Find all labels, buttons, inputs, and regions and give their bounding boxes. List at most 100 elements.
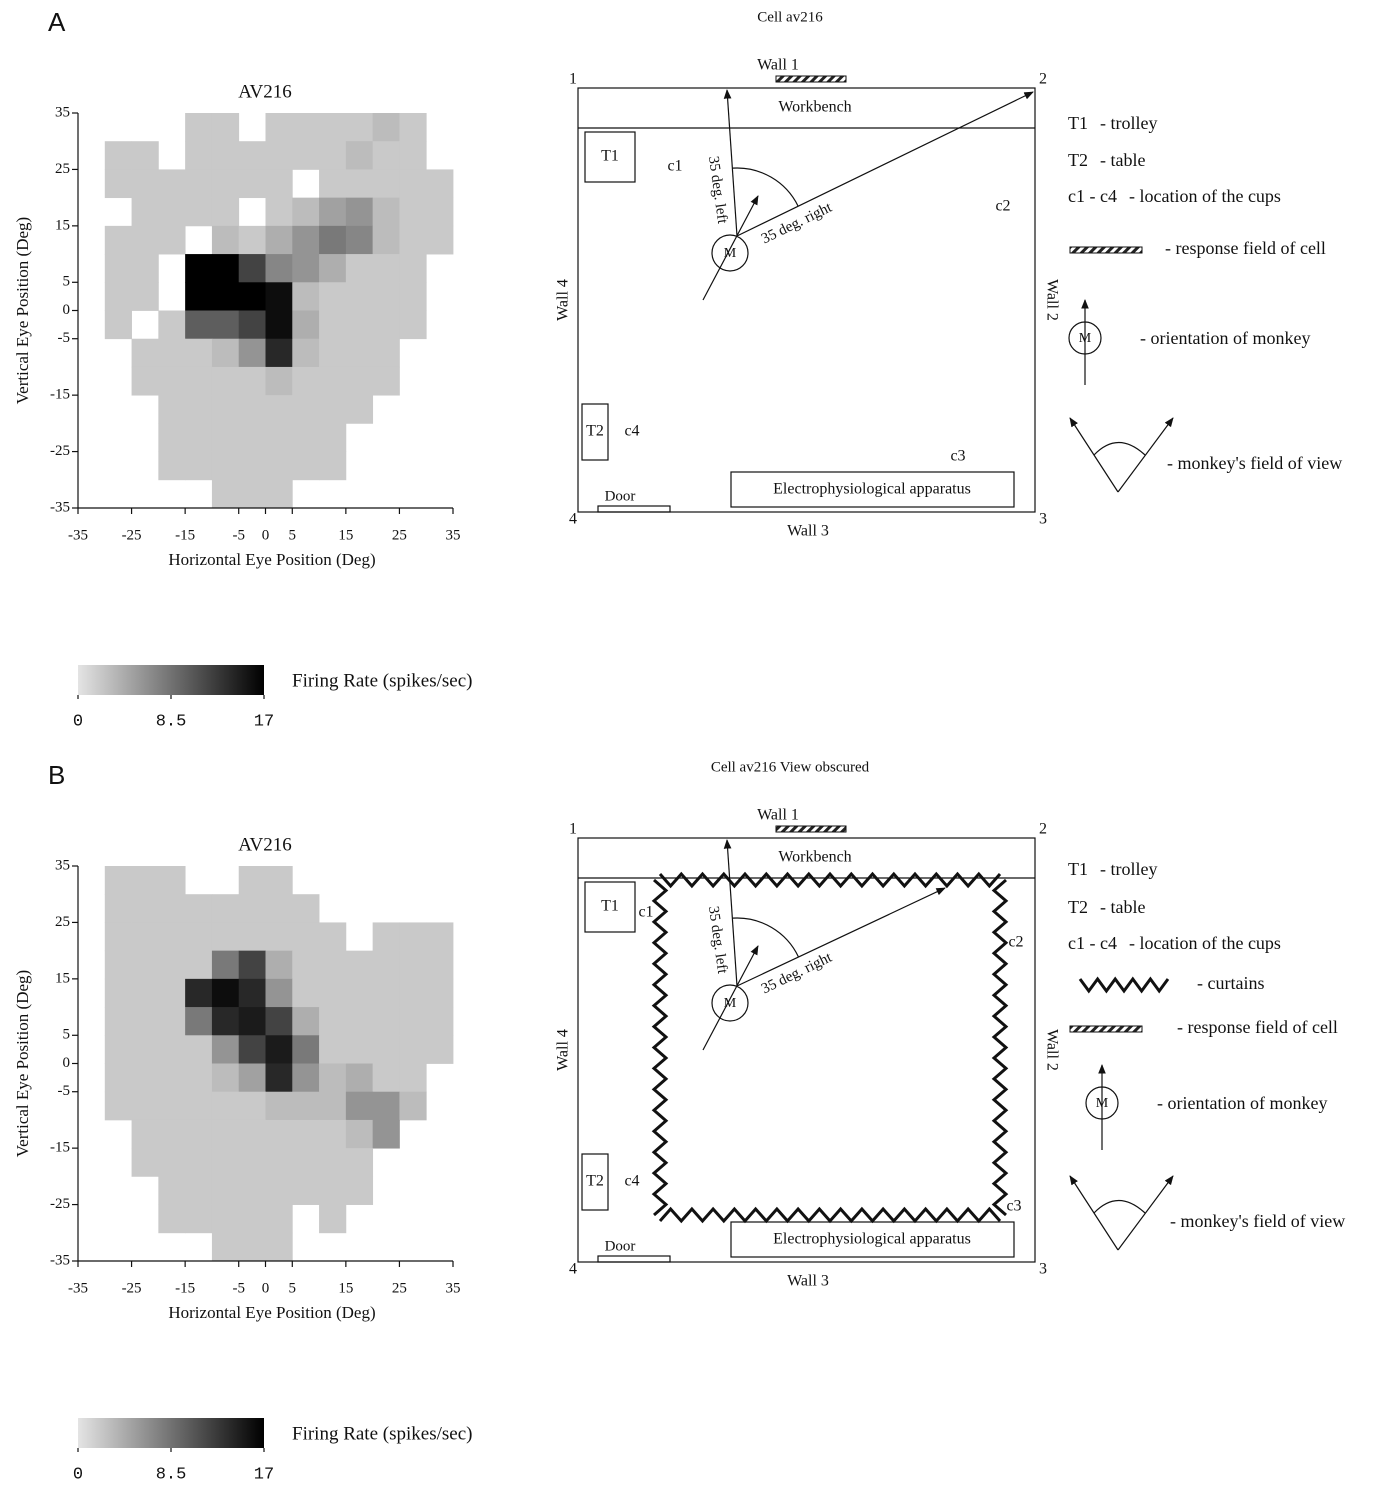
legend-text: - response field of cell	[1177, 1017, 1338, 1037]
colorbar-tick-label: 17	[254, 712, 274, 731]
heat-cell	[158, 366, 186, 396]
heat-cell	[104, 254, 132, 283]
heat-cell	[372, 141, 400, 170]
view-arc	[732, 917, 800, 958]
legend-symbol: T1	[1068, 859, 1088, 879]
heat-cell	[426, 197, 454, 227]
heat-cell	[399, 1063, 427, 1093]
legend-monkey	[1085, 1086, 1119, 1120]
y-tick-label: 5	[63, 274, 71, 290]
heat-cell	[131, 922, 159, 952]
colorbar-label: Firing Rate (spikes/sec)	[292, 1423, 472, 1444]
heat-cell	[319, 1176, 347, 1205]
heat-cell	[211, 113, 240, 142]
heat-cell	[158, 1091, 186, 1121]
legend-text: - response field of cell	[1165, 238, 1326, 258]
heat-cell	[292, 254, 320, 283]
heat-cell	[104, 950, 132, 980]
heat-cell	[319, 254, 347, 283]
heat-cell	[292, 395, 320, 424]
heat-cell	[265, 282, 293, 311]
heat-cell	[426, 1007, 454, 1036]
cup-label: c1	[667, 158, 682, 175]
heat-cell	[211, 366, 240, 396]
heat-cell	[104, 225, 132, 255]
heat-cell	[211, 1035, 240, 1064]
heat-cell	[211, 282, 240, 311]
curtain	[658, 1206, 1002, 1224]
heat-cell	[319, 1007, 347, 1036]
heading-arrow	[702, 195, 759, 301]
heat-cell	[292, 338, 320, 368]
heat-cell	[399, 197, 427, 227]
heat-cell	[372, 1007, 400, 1036]
heat-cell	[238, 338, 266, 368]
heat-cell	[158, 922, 186, 952]
heat-cell	[265, 894, 293, 923]
workbench-label: Workbench	[778, 99, 851, 116]
curtain	[651, 878, 669, 1217]
legend-monkey-label: M	[1096, 1096, 1109, 1111]
legend-bar	[1069, 246, 1143, 254]
heat-cell	[238, 479, 266, 509]
y-tick-label: 25	[55, 161, 70, 177]
heat-cell	[104, 141, 132, 170]
heat-cell	[345, 366, 374, 396]
heat-cell	[158, 1204, 186, 1234]
response-field	[775, 825, 847, 833]
legend-monkey	[1068, 321, 1102, 355]
heat-cell	[426, 169, 454, 199]
heat-cell	[399, 141, 427, 170]
y-tick-label: -35	[50, 499, 70, 515]
legend-text: - table	[1100, 897, 1145, 917]
heat-cell	[211, 395, 240, 424]
heat-cell	[185, 141, 213, 170]
legend-entry: c1 - c4 - location of the cups	[1068, 933, 1281, 953]
y-tick-label: 0	[63, 1055, 71, 1071]
trolley	[584, 131, 636, 183]
colorbar-tick-label: 0	[73, 712, 83, 731]
colorbar-tick-label: 8.5	[156, 712, 187, 731]
heat-cell	[238, 169, 266, 199]
x-tick-label: -25	[122, 527, 142, 543]
monkey-label: M	[724, 996, 737, 1011]
heat-cell	[319, 169, 347, 199]
heat-cell	[265, 254, 293, 283]
heat-cell	[158, 1063, 186, 1093]
heat-cell	[399, 310, 427, 340]
x-axis-label: Horizontal Eye Position (Deg)	[168, 550, 375, 569]
heat-cell	[158, 225, 186, 255]
heat-cell	[265, 1007, 293, 1036]
heat-cell	[292, 894, 320, 923]
cup-label: c4	[624, 423, 639, 440]
heat-cell	[238, 1204, 266, 1234]
legend-symbol: c1 - c4	[1068, 186, 1117, 206]
heat-cell	[265, 1176, 293, 1205]
heat-cell	[345, 254, 374, 283]
heat-cell	[158, 310, 186, 340]
heat-cell	[131, 1035, 159, 1064]
wall-label: Wall 2	[1043, 1029, 1060, 1071]
heat-cell	[211, 1204, 240, 1234]
apparatus	[730, 471, 1015, 508]
heat-cell	[104, 169, 132, 199]
heat-cell	[238, 451, 266, 481]
heat-cell	[185, 1204, 213, 1234]
right-ray	[736, 91, 1034, 237]
door	[597, 505, 671, 513]
heat-cell	[265, 978, 293, 1008]
monkey	[711, 234, 749, 272]
heat-cell	[372, 113, 400, 142]
heat-cell	[104, 1007, 132, 1036]
room	[577, 87, 1036, 513]
heat-cell	[292, 1148, 320, 1177]
heat-cell	[238, 1035, 266, 1064]
corner-label: 3	[1039, 511, 1047, 528]
heat-cell	[211, 1148, 240, 1177]
corner-label: 2	[1039, 821, 1047, 838]
x-tick-label: -15	[175, 527, 195, 543]
left-ray	[723, 89, 738, 237]
legend-bar	[1069, 1025, 1143, 1033]
heat-cell	[372, 197, 400, 227]
